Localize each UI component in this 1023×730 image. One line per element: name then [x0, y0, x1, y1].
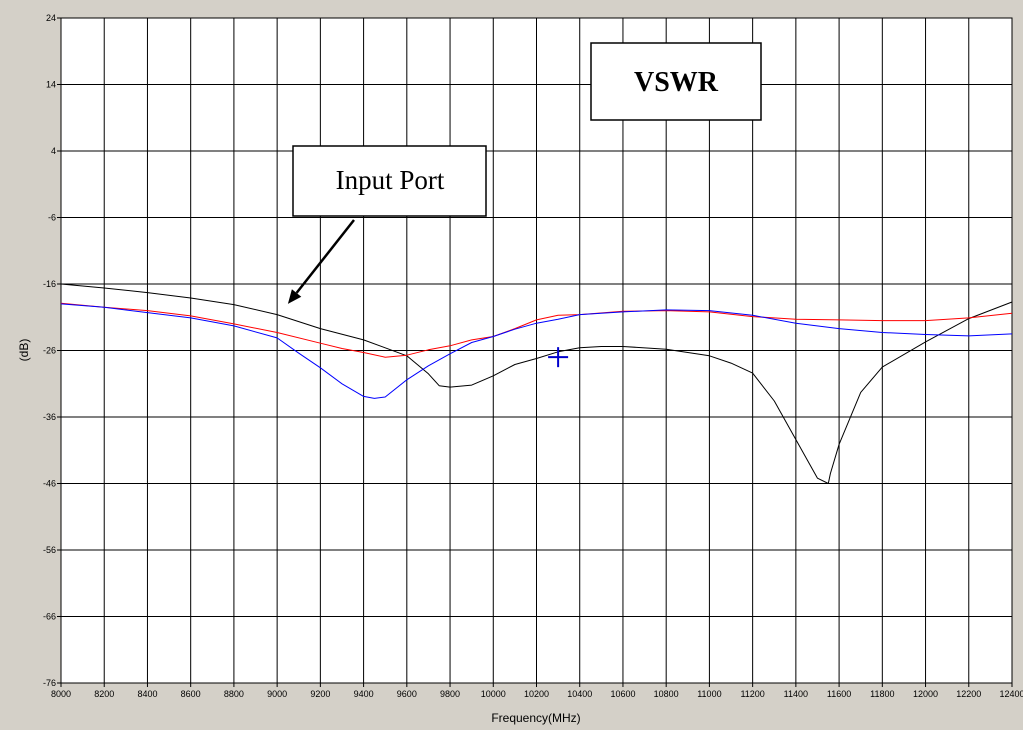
- x-tick-label: 11200: [740, 689, 764, 699]
- x-tick-label: 11400: [784, 689, 808, 699]
- x-tick-label: 10200: [524, 689, 549, 699]
- x-tick-label: 12200: [956, 689, 981, 699]
- series-line-0: [60, 283, 1013, 484]
- y-axis-label: (dB): [17, 339, 31, 362]
- y-tick-label: -16: [43, 279, 56, 289]
- x-tick-label: 8200: [94, 689, 114, 699]
- series-line-2: [60, 303, 1013, 399]
- y-tick-label: -46: [43, 479, 56, 489]
- x-tick-label: 8400: [137, 689, 157, 699]
- y-tick-label: 14: [46, 80, 56, 90]
- y-tick-label: 24: [46, 13, 56, 23]
- cursor-marker[interactable]: [548, 347, 569, 368]
- input-port-callout-text: Input Port: [336, 165, 445, 195]
- x-tick-label: 9600: [397, 689, 417, 699]
- x-tick-label: 12000: [913, 689, 938, 699]
- x-tick-label: 9800: [440, 689, 460, 699]
- x-tick-label: 10400: [567, 689, 592, 699]
- input-port-arrow-head: [287, 289, 302, 304]
- x-tick-label: 11000: [697, 689, 721, 699]
- vswr-callout-text: VSWR: [634, 67, 719, 98]
- vswr-callout: VSWR: [590, 42, 762, 121]
- y-axis-ticks: 24 14 4 -6 -16 -26 -36 -46 -56 -66 -76: [43, 13, 61, 688]
- x-tick-label: 8800: [224, 689, 244, 699]
- x-tick-label: 10800: [654, 689, 679, 699]
- y-tick-label: -66: [43, 612, 56, 622]
- y-tick-label: -6: [48, 213, 56, 223]
- y-tick-label: -76: [43, 678, 56, 688]
- input-port-arrow-line: [295, 219, 355, 294]
- vswr-callout-box: [590, 42, 762, 121]
- input-port-callout: Input Port: [287, 145, 487, 304]
- x-tick-label: 8000: [51, 689, 71, 699]
- y-tick-label: -36: [43, 412, 56, 422]
- y-tick-label: -26: [43, 346, 56, 356]
- x-axis-label: Frequency(MHz): [491, 711, 580, 725]
- x-tick-label: 12400: [999, 689, 1023, 699]
- x-tick-label: 9400: [354, 689, 374, 699]
- x-tick-label: 9200: [310, 689, 330, 699]
- x-tick-label: 9000: [267, 689, 287, 699]
- x-tick-label: 11800: [870, 689, 894, 699]
- x-tick-label: 10600: [610, 689, 635, 699]
- y-tick-label: 4: [51, 146, 56, 156]
- y-tick-label: -56: [43, 545, 56, 555]
- x-tick-label: 8600: [181, 689, 201, 699]
- x-tick-label: 11600: [827, 689, 851, 699]
- x-tick-label: 10000: [481, 689, 506, 699]
- series-lines: [60, 283, 1013, 484]
- input-port-callout-box: [292, 145, 487, 217]
- x-axis-ticks: 8000 8200 8400 8600 8800 9000 9200 9400 9600 9800…: [51, 683, 1023, 699]
